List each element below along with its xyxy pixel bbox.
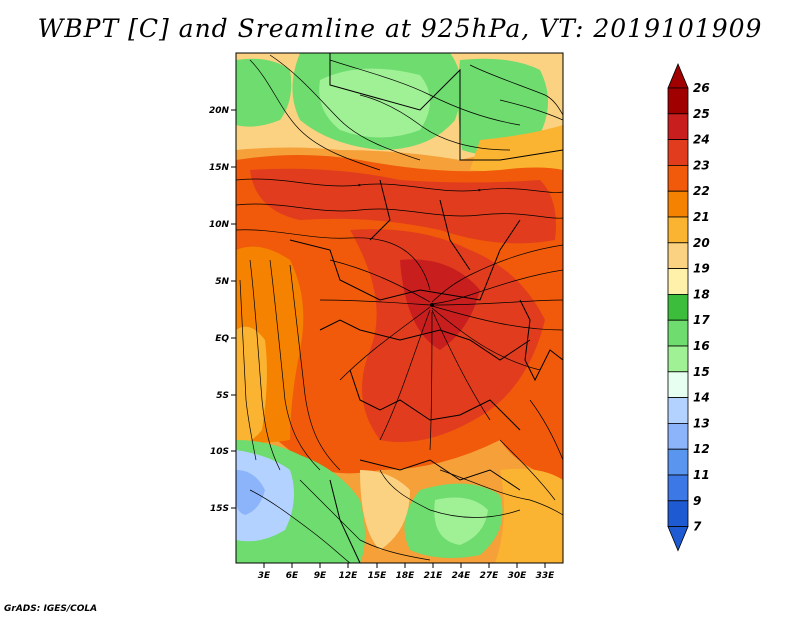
lon-label-27e: 27E [480, 571, 500, 581]
colorbar-label: 19 [693, 262, 710, 276]
lat-label-5s: 5S [216, 391, 229, 401]
colorbar-swatch [667, 293, 689, 321]
colorbar-swatch [667, 216, 689, 244]
colorbar-swatch [667, 268, 689, 295]
lon-label-6e: 6E [286, 571, 299, 581]
colorbar-label: 20 [693, 236, 710, 250]
colorbar-label: 24 [693, 133, 710, 147]
map-title: WBPT [C] and Sreamline at 925hPa, VT: 20… [37, 14, 763, 43]
lat-label-20n: 20N [209, 106, 230, 116]
colorbar-swatch [667, 345, 689, 373]
lon-label-18e: 18E [396, 571, 416, 581]
colorbar-label: 7 [693, 520, 702, 534]
colorbar-swatch [667, 474, 689, 502]
colorbar-swatch [667, 397, 689, 424]
lat-label-15n: 15N [209, 163, 230, 173]
colorbar-label: 22 [693, 184, 710, 198]
colorbar-label: 26 [693, 81, 710, 95]
colorbar-swatch [667, 113, 689, 141]
colorbar-swatch [667, 448, 689, 476]
lon-label-9e: 9E [314, 571, 327, 581]
longitude-labels: 3E 6E 9E 12E 15E 18E 21E 24E 27E 30E 33E [258, 571, 555, 581]
colorbar-label: 25 [693, 107, 710, 121]
colorbar-swatch [667, 319, 689, 347]
lon-label-12e: 12E [339, 571, 359, 581]
colorbar-label: 17 [693, 313, 710, 327]
colorbar-label: 14 [693, 391, 710, 405]
lat-label-eq: EQ [215, 334, 229, 344]
lon-label-15e: 15E [368, 571, 388, 581]
streamlines [236, 54, 563, 563]
colorbar-swatch [667, 422, 689, 450]
lon-label-33e: 33E [536, 571, 556, 581]
colorbar-label: 18 [693, 287, 710, 301]
lon-label-21e: 21E [424, 571, 444, 581]
colorbar-swatch [667, 500, 689, 527]
colorbar: 26 25 24 23 22 21 20 19 18 17 16 15 14 13 12 11 9 7 [667, 62, 710, 552]
lon-label-30e: 30E [508, 571, 528, 581]
colorbar-label: 12 [693, 442, 710, 456]
colorbar-label: 13 [693, 416, 710, 430]
wbpt-field [236, 53, 563, 563]
latitude-labels: 20N 15N 10N 5N EQ 5S 10S 15S [209, 106, 230, 514]
colorbar-label: 11 [693, 468, 710, 482]
colorbar-swatch [667, 164, 689, 192]
colorbar-label: 15 [693, 365, 710, 379]
colorbar-label: 16 [693, 339, 710, 353]
colorbar-swatch [667, 190, 689, 218]
colorbar-swatch [667, 371, 689, 398]
lat-label-10s: 10S [210, 447, 229, 457]
colorbar-label: 9 [693, 494, 701, 508]
footer-credit: GrADS: IGES/COLA [4, 604, 98, 614]
colorbar-top-arrow [667, 62, 689, 89]
colorbar-bottom-arrow [667, 526, 689, 552]
lon-label-3e: 3E [258, 571, 271, 581]
lat-label-5n: 5N [215, 277, 229, 287]
colorbar-swatch [667, 87, 689, 115]
colorbar-swatch [667, 139, 689, 166]
colorbar-label: 21 [693, 210, 710, 224]
lat-label-10n: 10N [209, 220, 230, 230]
lon-label-24e: 24E [452, 571, 472, 581]
colorbar-swatch [667, 242, 689, 270]
lat-label-15s: 15S [210, 504, 229, 514]
colorbar-label: 23 [693, 158, 710, 172]
